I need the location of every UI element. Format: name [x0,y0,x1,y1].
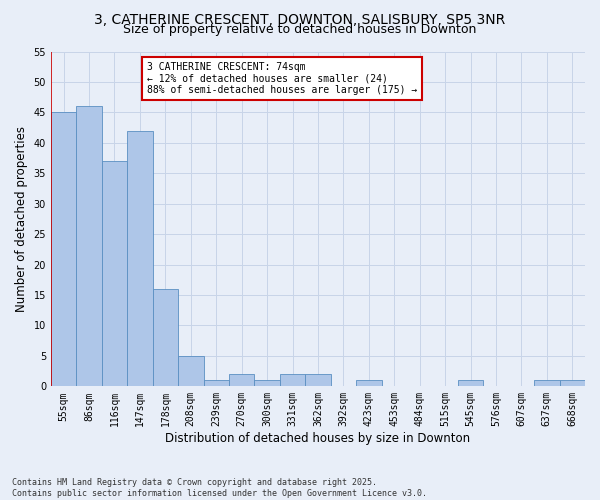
Text: 3 CATHERINE CRESCENT: 74sqm
← 12% of detached houses are smaller (24)
88% of sem: 3 CATHERINE CRESCENT: 74sqm ← 12% of det… [147,62,418,94]
Bar [203,380,229,386]
Bar [305,374,331,386]
Text: Contains HM Land Registry data © Crown copyright and database right 2025.
Contai: Contains HM Land Registry data © Crown c… [12,478,427,498]
Bar [127,130,152,386]
Text: 3, CATHERINE CRESCENT, DOWNTON, SALISBURY, SP5 3NR: 3, CATHERINE CRESCENT, DOWNTON, SALISBUR… [94,12,506,26]
Y-axis label: Number of detached properties: Number of detached properties [15,126,28,312]
Bar [178,356,203,386]
Bar [51,112,76,386]
Bar [229,374,254,386]
Bar [254,380,280,386]
Text: Size of property relative to detached houses in Downton: Size of property relative to detached ho… [124,22,476,36]
X-axis label: Distribution of detached houses by size in Downton: Distribution of detached houses by size … [166,432,470,445]
Bar [356,380,382,386]
Bar [102,161,127,386]
Bar [534,380,560,386]
Bar [280,374,305,386]
Bar [76,106,102,386]
Bar [560,380,585,386]
Bar [152,289,178,386]
Bar [458,380,483,386]
